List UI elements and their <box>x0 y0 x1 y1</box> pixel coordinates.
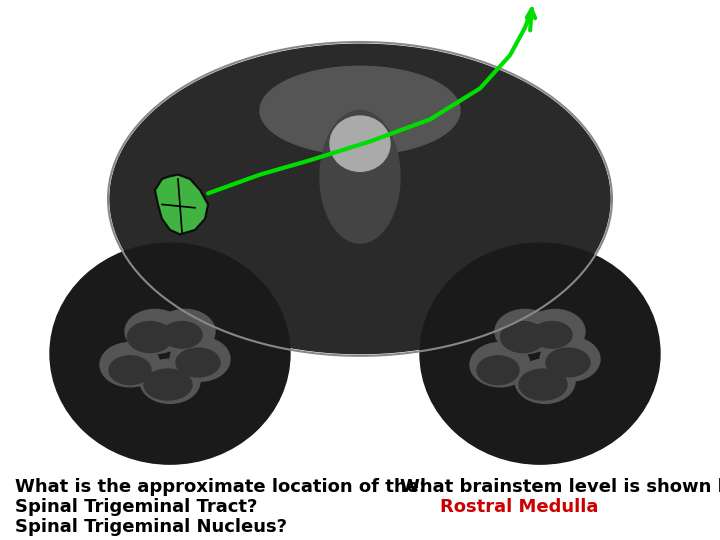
Ellipse shape <box>477 356 519 384</box>
Ellipse shape <box>330 116 390 171</box>
Ellipse shape <box>125 309 185 354</box>
Ellipse shape <box>525 309 585 354</box>
Text: What is the approximate location of the:: What is the approximate location of the: <box>15 478 426 496</box>
Ellipse shape <box>100 342 160 387</box>
Ellipse shape <box>50 243 290 464</box>
Ellipse shape <box>155 309 215 354</box>
Ellipse shape <box>140 359 200 403</box>
Ellipse shape <box>495 309 555 354</box>
Ellipse shape <box>420 243 660 464</box>
Ellipse shape <box>176 348 220 377</box>
Ellipse shape <box>519 369 567 400</box>
Ellipse shape <box>162 322 202 348</box>
Ellipse shape <box>546 348 590 377</box>
Ellipse shape <box>127 322 173 353</box>
Ellipse shape <box>500 322 546 353</box>
Ellipse shape <box>515 359 575 403</box>
Ellipse shape <box>540 337 600 381</box>
Ellipse shape <box>144 369 192 400</box>
Text: Rostral Medulla: Rostral Medulla <box>440 498 598 516</box>
Ellipse shape <box>109 356 151 384</box>
Text: Spinal Trigeminal Nucleus?: Spinal Trigeminal Nucleus? <box>15 518 287 536</box>
Ellipse shape <box>260 66 460 155</box>
Ellipse shape <box>170 337 230 381</box>
Ellipse shape <box>320 111 400 243</box>
Ellipse shape <box>110 44 610 354</box>
Ellipse shape <box>532 322 572 348</box>
Text: Spinal Trigeminal Tract?: Spinal Trigeminal Tract? <box>15 498 257 516</box>
Polygon shape <box>155 174 208 234</box>
Ellipse shape <box>470 342 530 387</box>
Text: What brainstem level is shown here?: What brainstem level is shown here? <box>400 478 720 496</box>
